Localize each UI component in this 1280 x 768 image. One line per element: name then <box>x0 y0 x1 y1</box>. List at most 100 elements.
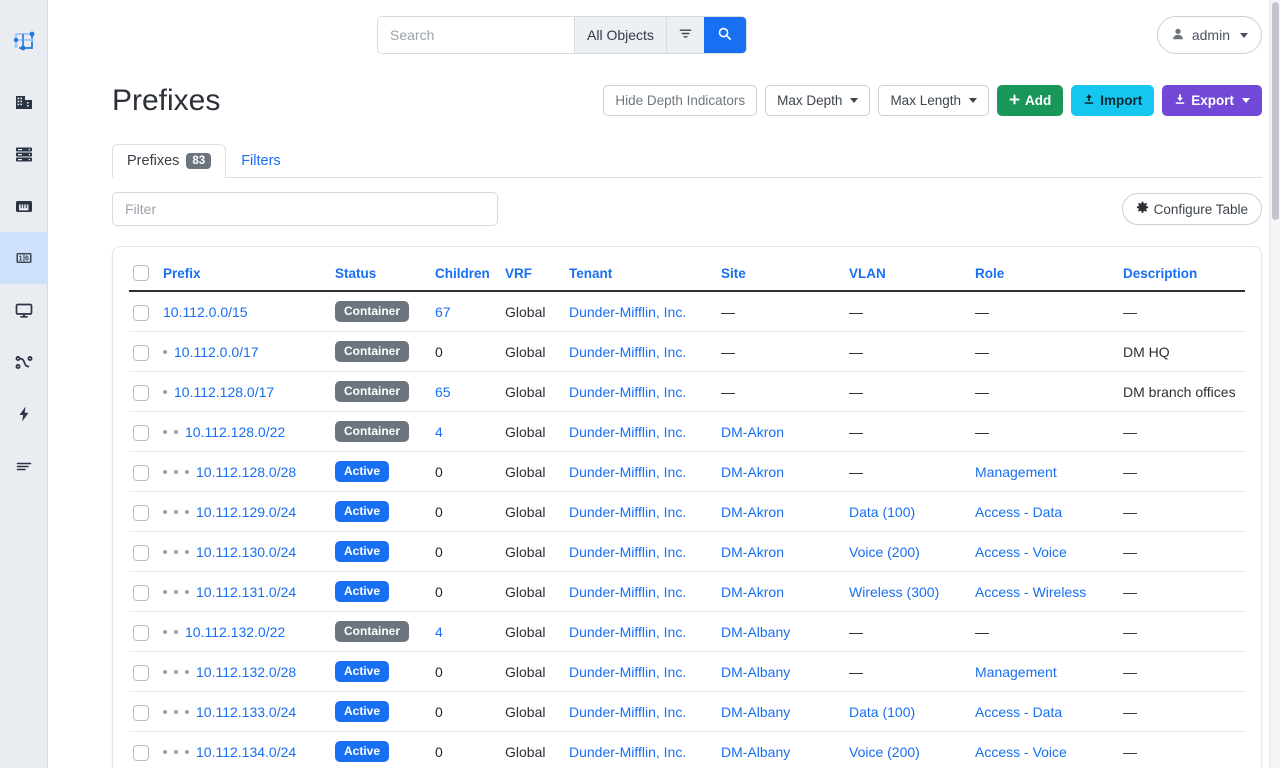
sidebar-item-circuits[interactable] <box>0 336 48 388</box>
vlan-link[interactable]: Data (100) <box>849 503 916 520</box>
prefix-link[interactable]: 10.112.0.0/17 <box>174 343 259 360</box>
filter-input[interactable] <box>112 192 498 226</box>
tab-filters[interactable]: Filters <box>226 144 295 178</box>
max-depth-dropdown[interactable]: Max Depth <box>765 85 871 116</box>
children-link[interactable]: 4 <box>435 423 443 440</box>
tenant-link[interactable]: Dunder-Mifflin, Inc. <box>569 543 687 560</box>
role-link[interactable]: Access - Voice <box>975 743 1067 760</box>
column-header-vlan[interactable]: VLAN <box>845 255 971 293</box>
role-link[interactable]: Management <box>975 463 1057 480</box>
sidebar-item-virtualization[interactable] <box>0 284 48 336</box>
children-link[interactable]: 4 <box>435 623 443 640</box>
prefix-link[interactable]: 10.112.128.0/17 <box>174 383 275 400</box>
export-button[interactable]: Export <box>1162 85 1262 116</box>
row-checkbox[interactable] <box>133 384 149 401</box>
site-link[interactable]: DM-Albany <box>721 743 791 760</box>
tenant-link[interactable]: Dunder-Mifflin, Inc. <box>569 583 687 600</box>
table-row[interactable]: 10.112.128.0/28 Active 0 Global Dunder-Miffl… <box>129 451 1245 493</box>
tenant-link[interactable]: Dunder-Mifflin, Inc. <box>569 343 687 360</box>
tenant-link[interactable]: Dunder-Mifflin, Inc. <box>569 303 687 320</box>
row-checkbox[interactable] <box>133 624 149 641</box>
sidebar-item-devices[interactable] <box>0 128 48 180</box>
sidebar-item-power[interactable] <box>0 388 48 440</box>
row-checkbox[interactable] <box>133 504 149 521</box>
page-scrollbar[interactable] <box>1269 0 1280 768</box>
site-link[interactable]: DM-Albany <box>721 663 791 680</box>
table-row[interactable]: 10.112.128.0/22 Container 4 Global Dunder-Mi… <box>129 411 1245 453</box>
prefix-link[interactable]: 10.112.128.0/22 <box>185 423 286 440</box>
site-link[interactable]: DM-Akron <box>721 543 785 560</box>
vlan-link[interactable]: Data (100) <box>849 703 916 720</box>
column-header-tenant[interactable]: Tenant <box>565 255 717 293</box>
vlan-link[interactable]: Voice (200) <box>849 743 920 760</box>
column-header-children[interactable]: Children <box>431 255 501 293</box>
prefix-link[interactable]: 10.112.131.0/24 <box>196 583 297 600</box>
add-button[interactable]: Add <box>996 85 1064 116</box>
row-checkbox[interactable] <box>133 544 149 561</box>
site-link[interactable]: DM-Akron <box>721 583 785 600</box>
role-link[interactable]: Access - Data <box>975 703 1063 720</box>
tenant-link[interactable]: Dunder-Mifflin, Inc. <box>569 463 687 480</box>
netbox-logo-icon[interactable] <box>0 14 48 66</box>
row-checkbox[interactable] <box>133 664 149 681</box>
column-header-role[interactable]: Role <box>971 255 1119 293</box>
sidebar-item-other[interactable] <box>0 440 48 492</box>
tenant-link[interactable]: Dunder-Mifflin, Inc. <box>569 743 687 760</box>
prefix-link[interactable]: 10.112.0.0/15 <box>163 303 248 320</box>
search-submit-button[interactable] <box>703 17 746 53</box>
role-link[interactable]: Access - Data <box>975 503 1063 520</box>
prefix-link[interactable]: 10.112.134.0/24 <box>196 743 297 760</box>
table-row[interactable]: 10.112.132.0/22 Container 4 Global Dunder-Mi… <box>129 611 1245 653</box>
tenant-link[interactable]: Dunder-Mifflin, Inc. <box>569 503 687 520</box>
sidebar-item-connections[interactable] <box>0 180 48 232</box>
table-row[interactable]: 10.112.0.0/17 Container 0 Global Dunder-Miff… <box>129 331 1245 373</box>
row-checkbox[interactable] <box>133 584 149 601</box>
row-checkbox[interactable] <box>133 424 149 441</box>
tenant-link[interactable]: Dunder-Mifflin, Inc. <box>569 623 687 640</box>
hide-depth-indicators-button[interactable]: Hide Depth Indicators <box>603 85 758 116</box>
site-link[interactable]: DM-Akron <box>721 423 785 440</box>
column-header-description[interactable]: Description <box>1119 255 1245 293</box>
column-header-status[interactable]: Status <box>331 255 431 293</box>
table-row[interactable]: 10.112.129.0/24 Active 0 Global Dunder-Miffl… <box>129 491 1245 533</box>
column-header-prefix[interactable]: Prefix <box>159 255 331 293</box>
tenant-link[interactable]: Dunder-Mifflin, Inc. <box>569 663 687 680</box>
row-checkbox[interactable] <box>133 344 149 361</box>
column-header-site[interactable]: Site <box>717 255 845 293</box>
tenant-link[interactable]: Dunder-Mifflin, Inc. <box>569 423 687 440</box>
prefix-link[interactable]: 10.112.132.0/28 <box>196 663 297 680</box>
column-header-vrf[interactable]: VRF <box>501 255 565 293</box>
row-checkbox[interactable] <box>133 704 149 721</box>
tab-prefixes[interactable]: Prefixes 83 <box>112 144 227 178</box>
row-checkbox[interactable] <box>133 304 149 321</box>
table-row[interactable]: 10.112.134.0/24 Active 0 Global Dunder-Miffl… <box>129 731 1245 768</box>
site-link[interactable]: DM-Albany <box>721 703 791 720</box>
user-menu-button[interactable]: admin <box>1156 16 1262 54</box>
sidebar-item-ipam[interactable]: 1 6 <box>0 232 48 284</box>
search-input[interactable] <box>378 17 574 53</box>
select-all-checkbox[interactable] <box>133 265 149 282</box>
site-link[interactable]: DM-Akron <box>721 463 785 480</box>
role-link[interactable]: Access - Voice <box>975 543 1067 560</box>
configure-table-button[interactable]: Configure Table <box>1121 193 1262 225</box>
table-row[interactable]: 10.112.131.0/24 Active 0 Global Dunder-Miffl… <box>129 571 1245 613</box>
page-scrollbar-thumb[interactable] <box>1272 2 1279 220</box>
prefix-link[interactable]: 10.112.130.0/24 <box>196 543 297 560</box>
vlan-link[interactable]: Voice (200) <box>849 543 920 560</box>
tenant-link[interactable]: Dunder-Mifflin, Inc. <box>569 703 687 720</box>
tenant-link[interactable]: Dunder-Mifflin, Inc. <box>569 383 687 400</box>
children-link[interactable]: 65 <box>435 383 451 400</box>
table-row[interactable]: 10.112.130.0/24 Active 0 Global Dunder-Miffl… <box>129 531 1245 573</box>
table-row[interactable]: 10.112.128.0/17 Container 65 Global Dunder-M… <box>129 371 1245 413</box>
max-length-dropdown[interactable]: Max Length <box>878 85 989 116</box>
table-row[interactable]: 10.112.132.0/28 Active 0 Global Dunder-Miffl… <box>129 651 1245 693</box>
role-link[interactable]: Access - Wireless <box>975 583 1087 600</box>
row-checkbox[interactable] <box>133 744 149 761</box>
search-scope-selector[interactable]: All Objects <box>574 17 666 53</box>
prefix-link[interactable]: 10.112.128.0/28 <box>196 463 297 480</box>
prefix-link[interactable]: 10.112.129.0/24 <box>196 503 297 520</box>
row-checkbox[interactable] <box>133 464 149 481</box>
prefix-link[interactable]: 10.112.132.0/22 <box>185 623 286 640</box>
table-row[interactable]: 10.112.0.0/15 Container 67 Global Dunder-Mif… <box>129 291 1245 333</box>
site-link[interactable]: DM-Albany <box>721 623 791 640</box>
